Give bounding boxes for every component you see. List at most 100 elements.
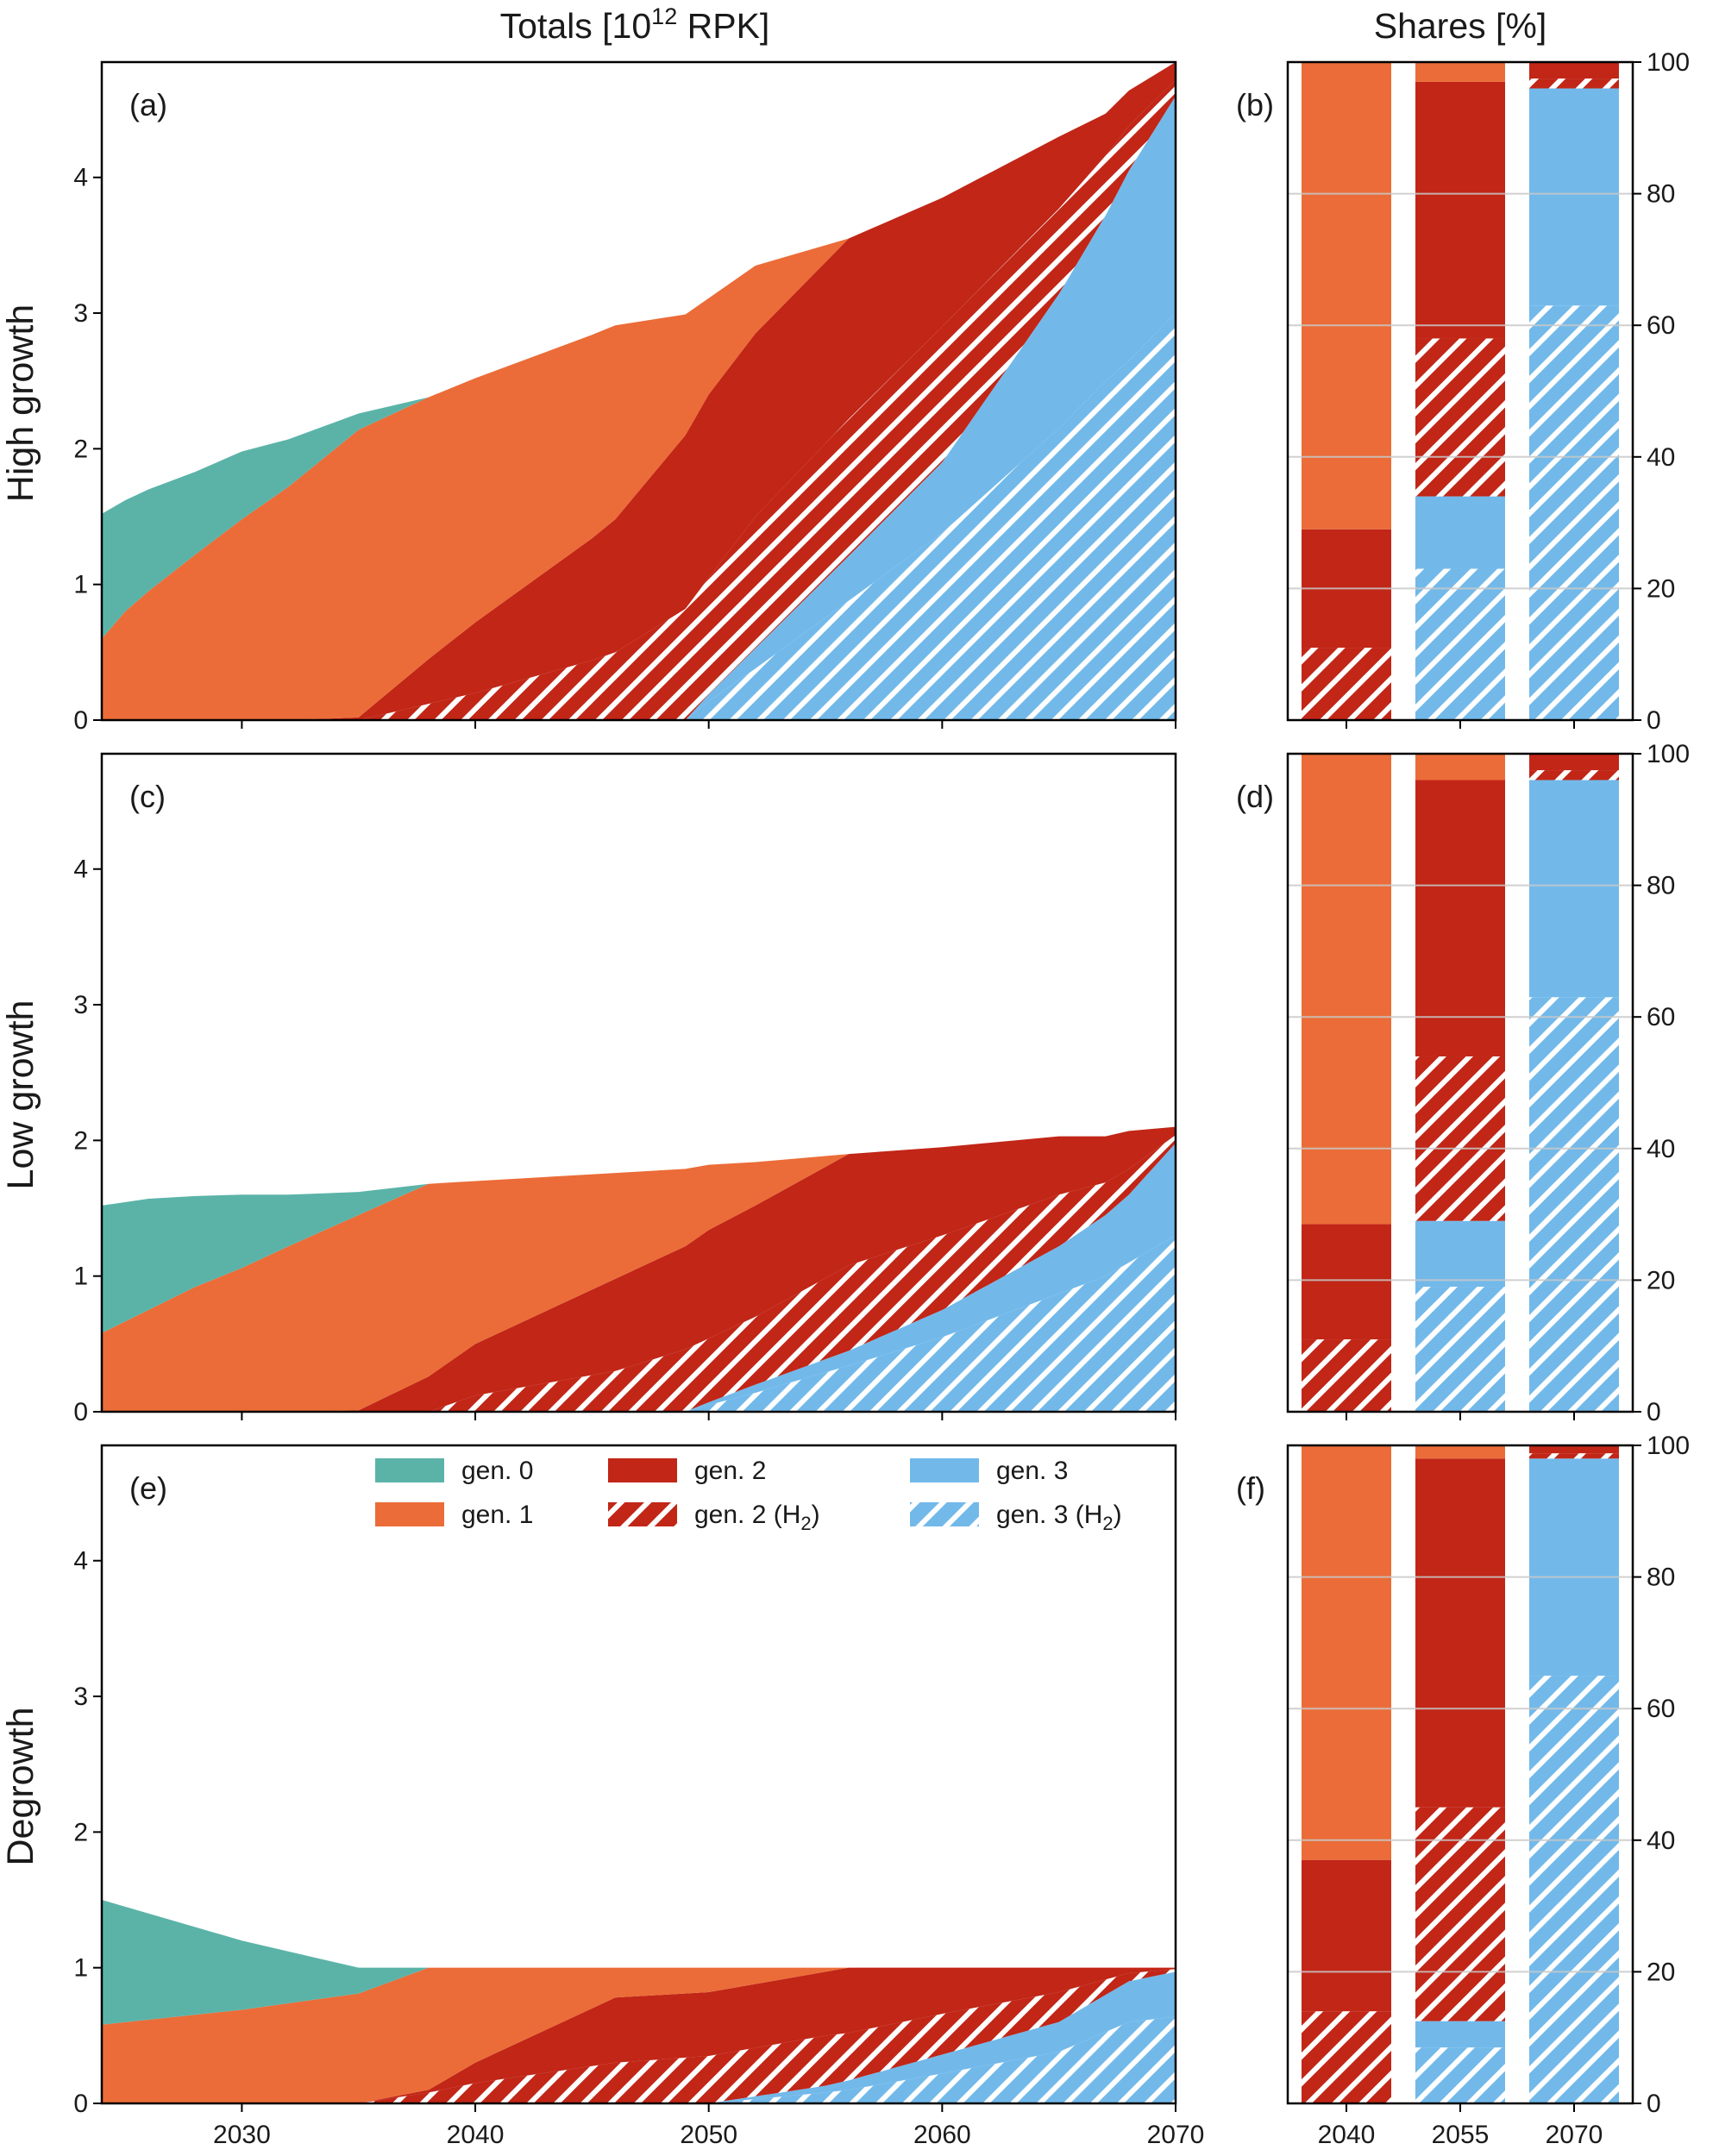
bar-2070-gen2h2-row1 — [1529, 78, 1619, 89]
bar-xtick-label: 2040 — [1318, 2121, 1376, 2149]
bar-2070-gen3-row2 — [1529, 780, 1619, 998]
bar-2040-gen2h2-row2 — [1302, 1339, 1391, 1412]
bar-2070-gen3h2-row2 — [1529, 997, 1619, 1412]
area-gen2-row3 — [102, 1967, 1176, 2103]
bar-2070-gen3-row3 — [1529, 1458, 1619, 1677]
bar-2040-gen1-row3 — [1302, 1445, 1391, 1860]
area-gen0-row3 — [102, 1900, 1176, 2025]
bar-xtick-label: 2070 — [1546, 2121, 1603, 2149]
area-ytick-label: 3 — [73, 299, 88, 328]
panel-letter-d: (d) — [1236, 779, 1274, 814]
legend-swatch-gen2h2 — [608, 1502, 677, 1526]
bar-2070-gen3-row1 — [1529, 88, 1619, 306]
bar-2055-gen3-row3 — [1415, 2021, 1505, 2048]
area-ytick-label: 0 — [73, 1398, 88, 1426]
bar-2055-gen3-row2 — [1415, 1220, 1505, 1288]
bar-2055-gen2h2-row3 — [1415, 1807, 1505, 2021]
area-ytick-label: 3 — [73, 991, 88, 1019]
bar-ytick-label: 80 — [1647, 180, 1675, 209]
bar-2040-gen2h2-row1 — [1302, 648, 1391, 720]
bar-ytick-label: 20 — [1647, 574, 1675, 603]
legend-swatch-gen3h2 — [910, 1502, 979, 1526]
area-gen3h2-row3 — [102, 2016, 1176, 2103]
legend-swatch-gen3 — [910, 1458, 979, 1482]
area-axes-frame-row2 — [100, 752, 1177, 1413]
bar-ytick-label: 100 — [1647, 1432, 1690, 1460]
bar-ytick-label: 40 — [1647, 1827, 1675, 1855]
bar-2040-gen2h2-row3 — [1302, 2011, 1391, 2103]
panel-letter-a: (a) — [129, 87, 167, 122]
bar-ytick-label: 20 — [1647, 1958, 1675, 1986]
bar-ytick-label: 80 — [1647, 1564, 1675, 1592]
bar-2040-gen2-row3 — [1302, 1859, 1391, 2012]
bar-ytick-label: 0 — [1647, 2090, 1661, 2118]
bar-2070-gen2-row3 — [1529, 1445, 1619, 1454]
area-ytick-label: 4 — [73, 164, 88, 192]
panel-letter-b: (b) — [1236, 87, 1274, 122]
area-ytick-label: 1 — [73, 1263, 88, 1291]
area-xtick-label: 2030 — [213, 2121, 271, 2149]
shares-column-title: Shares [%] — [1374, 6, 1547, 46]
area-gen1-row1 — [102, 62, 1176, 720]
area-gen1-row2 — [102, 1126, 1176, 1412]
row-label-2: Low growth — [0, 1000, 41, 1190]
legend-label-gen2: gen. 2 — [694, 1457, 766, 1485]
bar-2055-gen2h2-row2 — [1415, 1056, 1505, 1221]
legend-swatch-gen2 — [608, 1458, 677, 1482]
bar-2070-gen3h2-row1 — [1529, 305, 1619, 720]
row-label-1: High growth — [0, 304, 41, 502]
bar-2070-gen2h2-row2 — [1529, 770, 1619, 780]
area-ytick-label: 2 — [73, 1818, 88, 1846]
panel-letter-c: (c) — [129, 779, 166, 814]
bar-ytick-label: 0 — [1647, 1398, 1661, 1426]
legend-label-gen3h2: gen. 3 (H2) — [996, 1501, 1122, 1534]
area-xtick-label: 2040 — [447, 2121, 505, 2149]
legend-label-gen2h2: gen. 2 (H2) — [694, 1501, 820, 1534]
legend-swatch-gen0 — [375, 1458, 444, 1482]
bar-ytick-label: 80 — [1647, 872, 1675, 900]
area-gen2-row2 — [102, 1126, 1176, 1412]
area-gen2h2-row2 — [102, 1135, 1176, 1412]
bar-2055-gen1-row2 — [1415, 754, 1505, 780]
area-ytick-label: 2 — [73, 435, 88, 463]
area-gen0-row2 — [102, 1126, 1176, 1333]
bar-ytick-label: 100 — [1647, 740, 1690, 768]
area-xtick-label: 2070 — [1147, 2121, 1205, 2149]
bar-ytick-label: 60 — [1647, 311, 1675, 340]
area-gen2h2-row1 — [102, 79, 1176, 721]
bar-2055-gen2-row2 — [1415, 780, 1505, 1056]
bar-ytick-label: 0 — [1647, 706, 1661, 735]
area-gen3-row2 — [102, 1143, 1176, 1412]
legend: gen. 0 gen. 1 gen. 2 gen. 2 (H2) gen. 3 gen. … — [375, 1457, 1122, 1534]
bar-2055-gen3h2-row3 — [1415, 2047, 1505, 2103]
bar-ytick-label: 100 — [1647, 48, 1690, 77]
bar-2040-gen1-row1 — [1302, 62, 1391, 530]
bar-2055-gen3-row1 — [1415, 496, 1505, 569]
area-axes-frame-row1 — [100, 60, 1177, 722]
row-label-3: Degrowth — [0, 1707, 41, 1865]
legend-label-gen0: gen. 0 — [461, 1457, 533, 1485]
legend-swatch-gen1 — [375, 1502, 444, 1526]
panel-letter-e: (e) — [129, 1470, 167, 1506]
bar-2040-gen1-row2 — [1302, 754, 1391, 1225]
area-gen3-row3 — [102, 1971, 1176, 2103]
area-ytick-label: 4 — [73, 1547, 88, 1576]
area-ytick-label: 3 — [73, 1683, 88, 1711]
bar-2055-gen2-row1 — [1415, 81, 1505, 339]
totals-column-title: Totals [1012 RPK] — [500, 3, 770, 46]
bar-2070-gen3h2-row3 — [1529, 1676, 1619, 2103]
bar-2070-gen2h2-row3 — [1529, 1453, 1619, 1459]
bar-ytick-label: 20 — [1647, 1266, 1675, 1294]
bar-2070-gen2-row2 — [1529, 754, 1619, 771]
bar-ytick-label: 60 — [1647, 1003, 1675, 1031]
area-gen3h2-row1 — [102, 313, 1176, 720]
bar-2070-gen2-row1 — [1529, 62, 1619, 79]
area-ytick-label: 1 — [73, 571, 88, 599]
bar-ytick-label: 40 — [1647, 443, 1675, 472]
area-axes-frame-row3 — [100, 1444, 1177, 2105]
bar-2055-gen1-row3 — [1415, 1445, 1505, 1459]
area-xtick-label: 2060 — [913, 2121, 971, 2149]
area-gen2-row1 — [102, 62, 1176, 720]
legend-label-gen1: gen. 1 — [461, 1501, 533, 1529]
